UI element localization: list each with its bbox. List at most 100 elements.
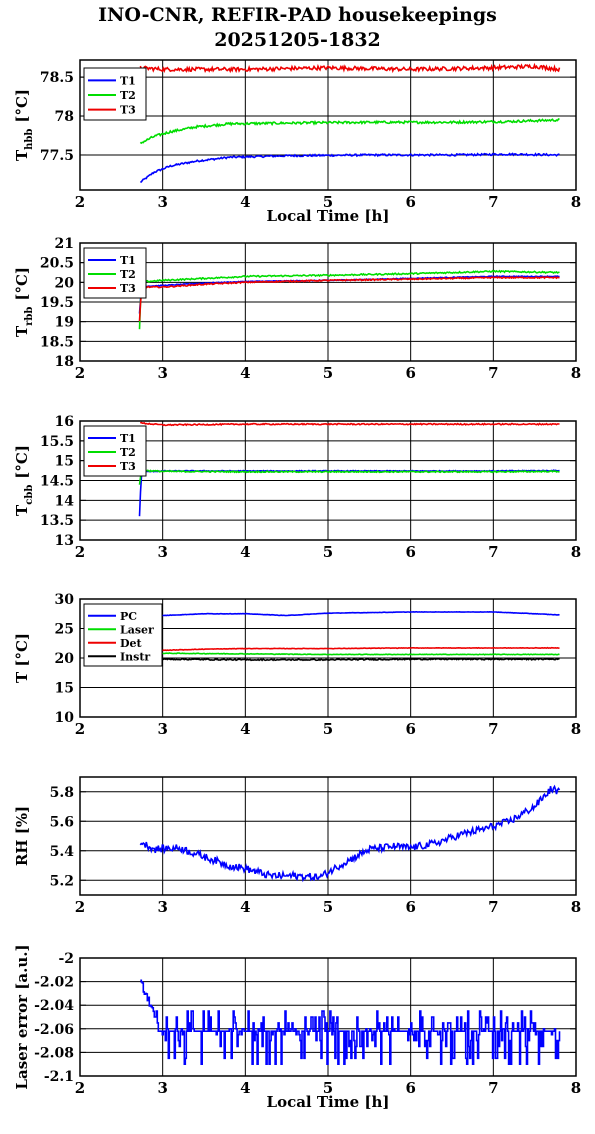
series-line-instr: [139, 657, 560, 662]
series-line-pc: [140, 610, 560, 619]
series-line-t2: [139, 118, 560, 145]
x-tick-label: 2: [75, 720, 85, 738]
legend-label: T3: [120, 282, 136, 295]
series-line-t1: [138, 275, 560, 314]
legend-label: T3: [120, 104, 136, 117]
x-tick-label: 4: [240, 364, 250, 382]
x-tick-label: 5: [323, 898, 333, 916]
y-tick-label: 19.5: [40, 295, 74, 311]
y-tick-label: 77.5: [40, 148, 74, 164]
y-axis-label: Laser error [a.u.]: [13, 944, 31, 1089]
x-tick-label: 6: [405, 1079, 415, 1097]
y-tick-label: 20: [55, 275, 75, 291]
x-tick-label: 8: [571, 1079, 581, 1097]
legend-label: T2: [120, 268, 136, 281]
series-line-t3: [138, 276, 560, 322]
legend-label: Det: [120, 637, 143, 650]
y-tick-label: 15: [55, 681, 74, 697]
y-tick-label: -2.02: [34, 975, 74, 991]
y-axis-label: RH [%]: [13, 806, 31, 866]
x-tick-label: 8: [571, 898, 581, 916]
y-tick-label: 20: [55, 651, 75, 667]
x-tick-label: 4: [240, 720, 250, 738]
y-tick-label: 5.8: [50, 785, 74, 801]
y-tick-label: -2.04: [34, 998, 74, 1014]
y-tick-label: 25: [55, 622, 74, 638]
y-tick-label: -2: [58, 951, 74, 967]
series-line-t1: [140, 152, 560, 183]
x-tick-label: 4: [240, 193, 250, 211]
legend-label: T2: [120, 446, 136, 459]
series-line-t2: [138, 469, 560, 485]
x-tick-label: 4: [240, 898, 250, 916]
y-tick-label: 78: [55, 109, 74, 125]
x-tick-label: 2: [75, 364, 85, 382]
series-line-t3: [139, 62, 561, 74]
legend-label: PC: [120, 610, 137, 623]
series-line-value: [139, 784, 561, 883]
x-tick-label: 8: [571, 720, 581, 738]
y-tick-label: -2.1: [44, 1069, 74, 1085]
x-tick-label: 8: [571, 543, 581, 561]
x-tick-label: 6: [405, 543, 415, 561]
legend-label: T3: [120, 460, 136, 473]
y-tick-label: 20.5: [40, 256, 74, 272]
x-tick-label: 2: [75, 898, 85, 916]
plot-frame: [79, 59, 577, 191]
x-tick-label: 7: [488, 720, 498, 738]
x-tick-label: 5: [323, 193, 333, 211]
panel-laser: -2.1 -2.08 -2.06 -2.04 -2.02 -2 2 3 4 5 6 7 8 Local T…: [13, 944, 581, 1111]
legend-label: T1: [120, 432, 136, 445]
x-tick-label: 5: [323, 364, 333, 382]
x-tick-label: 2: [75, 543, 85, 561]
y-tick-label: 15: [55, 454, 74, 470]
y-tick-label: 13: [55, 533, 74, 549]
panel-tcbb: 13 13.5 14 14.5 15 15.5 16 2 3 4 5 6 7 8 Tcbb[°C] T1T2T…: [13, 414, 581, 561]
series-line-det: [140, 646, 560, 652]
y-tick-label: 18: [55, 354, 74, 370]
x-tick-label: 3: [157, 898, 167, 916]
series-line-t2: [138, 269, 560, 330]
x-tick-label: 6: [405, 898, 415, 916]
panel-rh: 5.2 5.4 5.6 5.8 2 3 4 5 6 7 8 RH [%]: [13, 776, 581, 916]
y-tick-label: 5.4: [50, 844, 75, 860]
y-tick-label: 5.2: [50, 873, 74, 889]
legend-label: Instr: [120, 650, 150, 663]
y-tick-label: -2.08: [34, 1045, 74, 1061]
x-tick-label: 3: [157, 720, 167, 738]
x-tick-label: 4: [240, 543, 250, 561]
y-tick-label: 14.5: [40, 474, 74, 490]
y-tick-label: 16: [55, 414, 74, 430]
x-tick-label: 8: [571, 193, 581, 211]
y-axis-label: Thbb[°C]: [13, 89, 35, 161]
x-tick-label: 5: [323, 720, 333, 738]
y-axis-label: Tcbb[°C]: [13, 445, 35, 516]
panel-trbb: 18 18.5 19 19.5 20 20.5 21 2 3 4 5 6 7 8 Trbb[°C] T1T2T…: [13, 236, 581, 382]
legend-label: T1: [120, 74, 136, 87]
x-tick-label: 5: [323, 1079, 333, 1097]
x-tick-label: 8: [571, 364, 581, 382]
chart-title-line1: INO-CNR, REFIR-PAD housekeepings: [98, 4, 497, 26]
x-tick-label: 2: [75, 1079, 85, 1097]
x-tick-label: 6: [405, 364, 415, 382]
x-tick-label: 3: [157, 364, 167, 382]
y-tick-label: 14: [55, 493, 75, 509]
x-tick-label: 7: [488, 543, 498, 561]
x-axis-label: Local Time [h]: [267, 207, 390, 225]
y-tick-label: 78.5: [40, 70, 74, 86]
x-tick-label: 7: [488, 193, 498, 211]
legend-label: Laser: [120, 623, 154, 636]
x-tick-label: 6: [405, 193, 415, 211]
y-tick-label: 19: [55, 315, 74, 331]
y-tick-label: 15.5: [40, 434, 74, 450]
y-tick-label: 10: [55, 710, 75, 726]
y-axis-label: Trbb[°C]: [13, 267, 35, 337]
x-tick-label: 2: [75, 193, 85, 211]
x-tick-label: 5: [323, 543, 333, 561]
